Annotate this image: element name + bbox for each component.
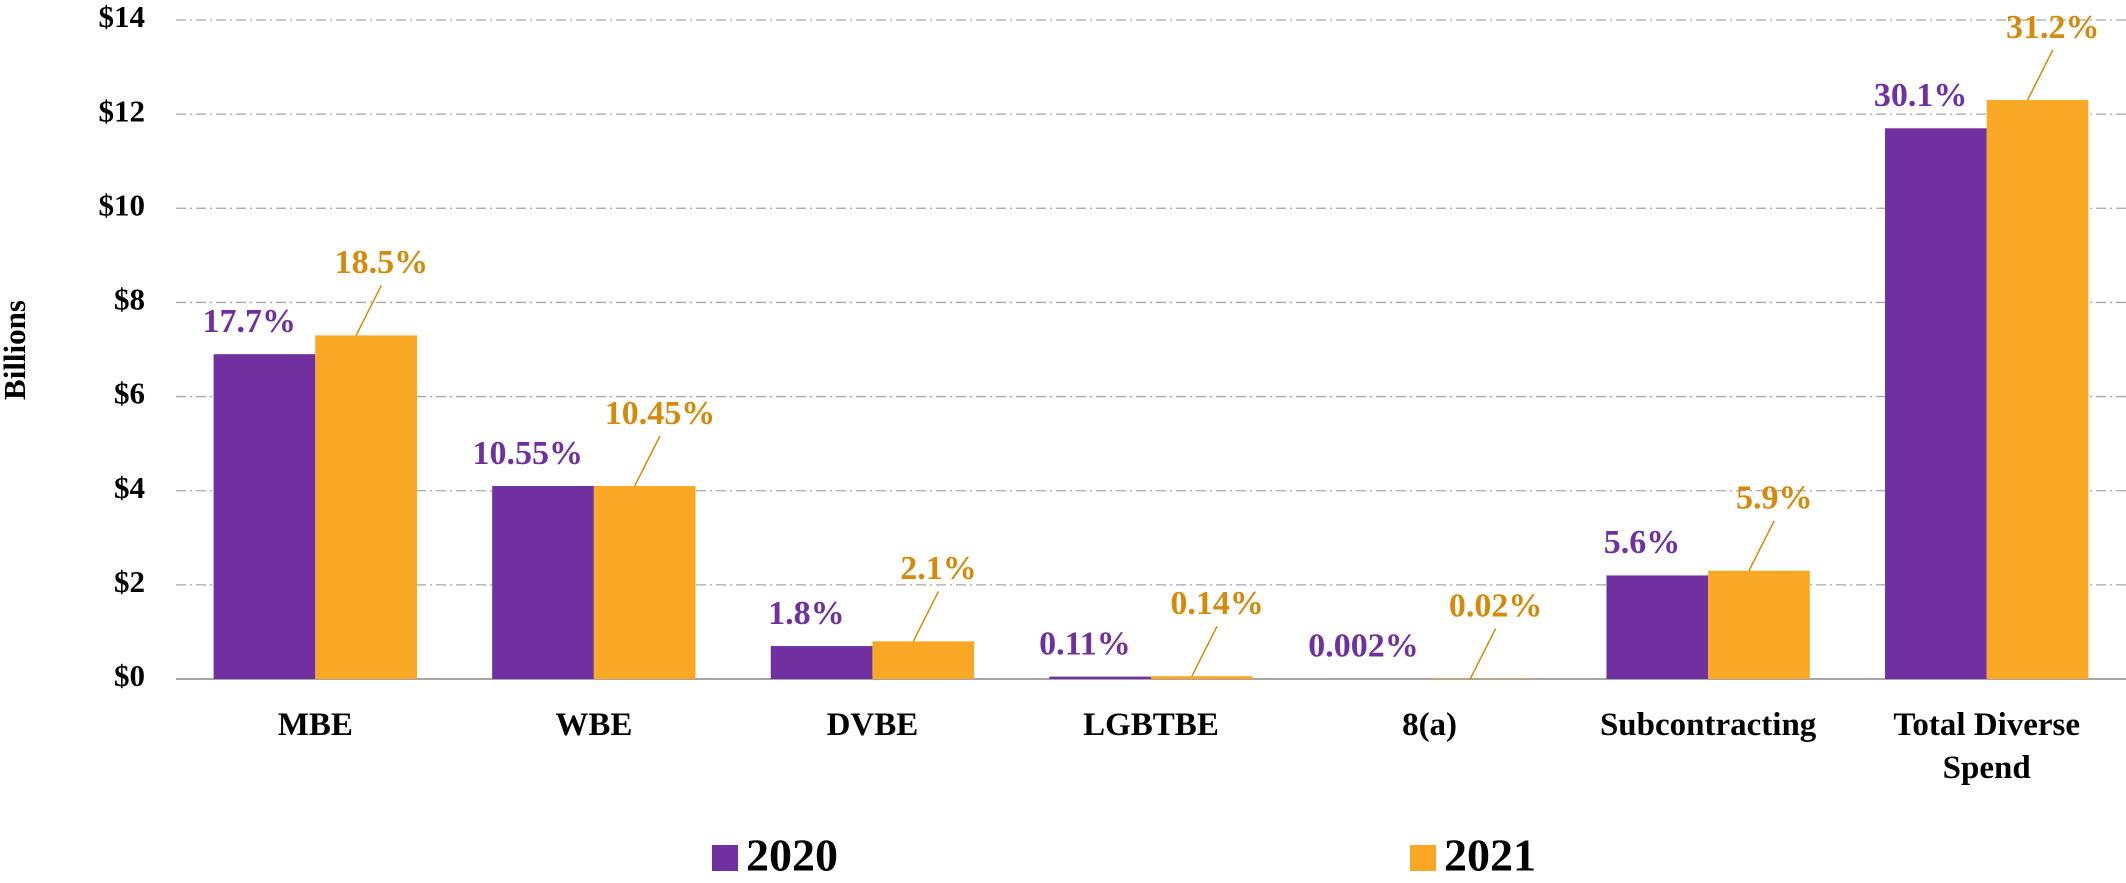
data-label: 30.1% (1874, 77, 1968, 114)
data-label: 0.11% (1039, 625, 1131, 662)
data-label: 10.55% (473, 435, 584, 472)
data-label: 17.7% (202, 303, 296, 340)
legend-label: 2021 (1444, 830, 1536, 881)
data-label: 5.6% (1604, 524, 1681, 561)
y-tick-label: $8 (114, 282, 145, 317)
leader-line (355, 285, 383, 336)
legend-swatch (712, 845, 738, 871)
bar (1885, 128, 1987, 679)
data-label: 0.02% (1449, 587, 1543, 624)
data-label: 0.002% (1308, 628, 1419, 665)
bar (1708, 570, 1810, 679)
bar (770, 646, 873, 679)
y-tick-label: $12 (99, 93, 146, 128)
leader-line (2026, 49, 2054, 101)
leader-line (634, 435, 661, 487)
y-tick-label: $10 (99, 187, 146, 222)
x-tick-label: MBE (277, 707, 353, 743)
bar (872, 641, 975, 679)
legend-swatch (1410, 845, 1436, 871)
leader-line (1191, 625, 1218, 677)
x-tick-label: Total Diverse Spend (1893, 707, 2081, 786)
bar (315, 335, 417, 679)
y-tick-label: $2 (114, 564, 145, 599)
data-label: 2.1% (900, 550, 977, 587)
data-label: 1.8% (768, 595, 845, 632)
bar (1049, 676, 1151, 679)
x-tick-label: DVBE (826, 707, 919, 743)
leader-line (1748, 520, 1775, 572)
data-label: 10.45% (605, 395, 716, 432)
data-label: 0.14% (1170, 585, 1264, 622)
legend-label: 2020 (746, 830, 838, 881)
x-tick-label: 8(a) (1402, 707, 1458, 743)
data-label: 31.2% (2006, 9, 2100, 46)
bar (593, 486, 696, 679)
y-axis-label: Billions (0, 300, 32, 400)
y-tick-label: $6 (114, 376, 145, 411)
data-label: 5.9% (1736, 480, 1813, 517)
x-tick-label: LGBTBE (1083, 707, 1219, 743)
bar (492, 486, 594, 679)
leader-line (912, 591, 940, 642)
x-tick-label: WBE (555, 707, 633, 743)
y-tick-label: $4 (114, 470, 145, 505)
leader-line (1469, 628, 1497, 679)
bar (1151, 676, 1253, 679)
y-tick-label: $14 (99, 0, 146, 34)
bar (1606, 575, 1709, 679)
y-tick-label: $0 (114, 658, 145, 693)
bar (213, 354, 316, 679)
x-tick-label: Subcontracting (1599, 707, 1817, 743)
data-label: 18.5% (335, 244, 429, 281)
bar (1986, 100, 2089, 680)
